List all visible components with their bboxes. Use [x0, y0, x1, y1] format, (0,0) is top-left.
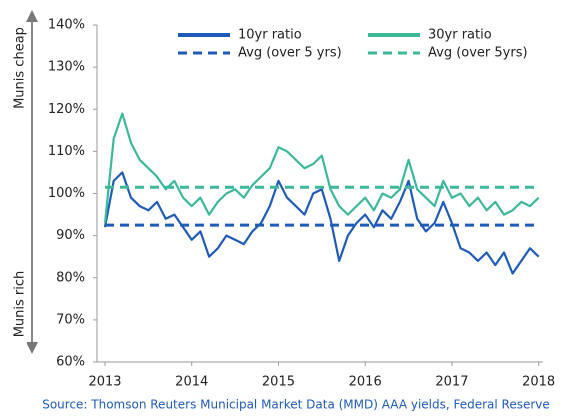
y-tick-label: 90%: [56, 228, 85, 243]
series-line: [103, 171, 540, 275]
label-bg: [12, 262, 27, 346]
y-tick-label: 130%: [48, 60, 85, 75]
series-line: [103, 112, 540, 224]
y-tick-label: 80%: [56, 270, 85, 285]
side-label: Munis cheap: [13, 27, 28, 109]
x-tick-label: 2015: [262, 375, 295, 390]
x-tick-label: 2016: [349, 375, 382, 390]
y-tick-label: 100%: [48, 186, 85, 201]
source-note: Source: Thomson Reuters Municipal Market…: [42, 398, 550, 412]
legend-label: 10yr ratio: [238, 28, 302, 43]
label-bg: [12, 22, 27, 114]
y-tick-label: 120%: [48, 102, 85, 117]
legend-label: Avg (over 5 yrs): [238, 46, 342, 61]
y-tick-label: 60%: [56, 355, 85, 370]
x-tick-label: 2014: [175, 375, 208, 390]
x-tick-label: 2018: [522, 375, 555, 390]
y-tick-label: 70%: [56, 312, 85, 327]
x-tick-label: 2013: [88, 375, 121, 390]
x-tick-label: 2017: [435, 375, 468, 390]
y-tick-label: 110%: [48, 144, 85, 159]
side-label: Munis rich: [13, 271, 28, 338]
legend-label: 30yr ratio: [428, 28, 492, 43]
y-tick-label: 140%: [48, 18, 85, 33]
legend-label: Avg (over 5yrs): [428, 46, 528, 61]
